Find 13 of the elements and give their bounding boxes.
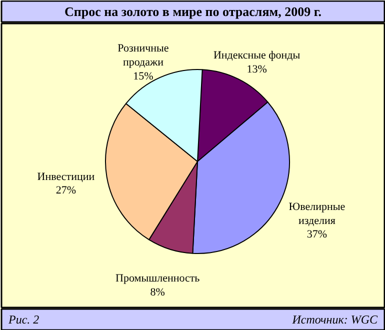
data-label: 13% [246,63,267,76]
slice-label: Инвестиции [37,170,95,183]
text: Источник: WGC [291,312,378,326]
data-label: 37% [306,228,328,241]
slice-label: Розничные продажи [118,42,169,68]
slice-label: Ювелирные изделия [288,201,346,227]
data-label: 15% [133,70,154,82]
text: Рис. 2 [8,312,40,326]
chart-title: Спрос на золото в мире по отраслям, 2009 г. [64,4,322,19]
data-label: 8% [150,286,165,298]
slice-label: Индексные фонды [213,50,301,62]
data-label: 27% [56,184,76,197]
slice-label: Промышленность [116,272,200,285]
